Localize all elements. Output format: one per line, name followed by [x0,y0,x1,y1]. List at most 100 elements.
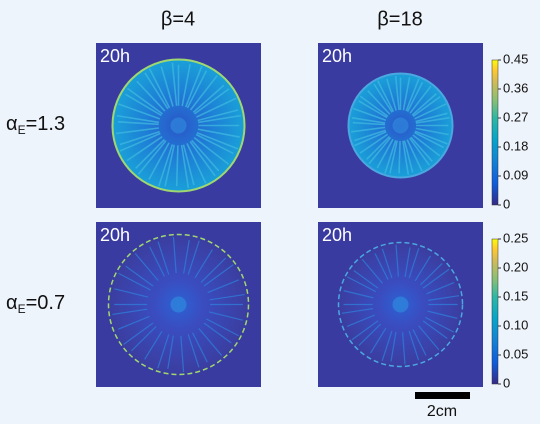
streak [370,327,387,354]
streak [422,320,448,339]
colony-center [392,296,409,313]
streak [351,320,379,341]
streak [184,65,203,108]
streak [189,75,218,111]
streak [409,85,432,114]
colony-center [170,296,187,313]
colony-center [170,117,187,134]
streak [200,257,227,283]
streak [144,330,163,360]
streak [123,322,154,345]
streak [354,129,386,142]
streak [418,325,440,351]
streak [118,272,151,291]
colorbar-tick-label: 0.10 [503,317,528,332]
scale-bar-label: 2cm [427,403,457,420]
streak [412,329,427,356]
streak [404,247,411,278]
colony-rim [337,241,464,368]
streak [351,126,386,133]
streak [394,75,400,111]
streak [354,131,387,147]
streak [149,246,165,277]
streak [405,78,420,112]
column-header: β=4 [161,8,195,30]
row-label-subscript: E [18,302,26,316]
colorbar-tick-label: 0.45 [503,51,528,66]
row-label: αE=0.7 [6,292,65,316]
streak [171,62,178,106]
streak [194,249,213,279]
row-label-subscript: E [18,123,26,137]
streak [427,295,460,301]
streak [352,107,387,121]
streak [402,140,410,175]
streak [183,240,190,274]
streak [395,244,400,277]
streak [402,77,411,111]
streak [368,137,392,165]
streak [198,328,223,356]
colorbar [491,238,499,385]
streak [412,134,441,157]
streak [381,248,393,279]
streak [125,265,154,287]
streak [353,270,379,289]
streak [414,130,448,145]
streak [390,331,397,362]
streak [346,314,375,327]
streak [411,93,437,116]
streak [366,135,391,160]
streak [144,72,169,110]
streak [352,121,385,126]
streak [189,141,216,177]
panel-label: 20h [100,225,130,245]
streak [112,308,148,316]
streak [359,133,389,154]
panel-label: 20h [100,46,130,66]
streak [117,121,159,126]
streak [422,268,450,289]
streak [119,130,160,146]
streak [424,316,455,333]
streak [381,330,393,362]
panel-label: 20h [322,225,352,245]
streak [406,139,423,172]
streak [415,127,449,136]
streak [206,318,239,337]
streak [419,263,443,286]
streak [172,236,177,274]
streak [157,334,170,369]
streak [192,84,225,113]
streak [409,137,431,166]
streak [351,117,386,124]
streak [414,131,445,149]
streak [187,240,200,275]
streak [196,131,239,150]
streak [116,114,160,124]
streak [427,310,458,319]
colony-center [392,117,409,134]
streak [408,247,420,279]
streak [136,80,166,112]
streak [398,141,401,174]
streak [175,145,179,187]
colorbar [491,59,499,206]
streak [406,81,424,112]
streak [125,93,162,117]
row-label-symbol: α [6,113,18,135]
colony-rim [107,233,250,376]
streak [361,258,383,284]
streak [384,140,397,174]
streak [367,90,391,115]
colony-rim [347,72,454,179]
streak [181,64,191,107]
streak [197,128,240,138]
colorbar-tick-label: 0.15 [503,288,528,303]
streak [126,135,163,162]
streak [401,332,406,365]
streak [414,255,431,282]
streak [410,136,433,162]
streak [148,142,170,180]
